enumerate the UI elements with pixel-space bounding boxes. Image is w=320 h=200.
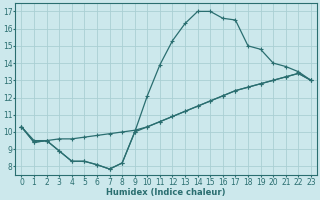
X-axis label: Humidex (Indice chaleur): Humidex (Indice chaleur) xyxy=(107,188,226,197)
